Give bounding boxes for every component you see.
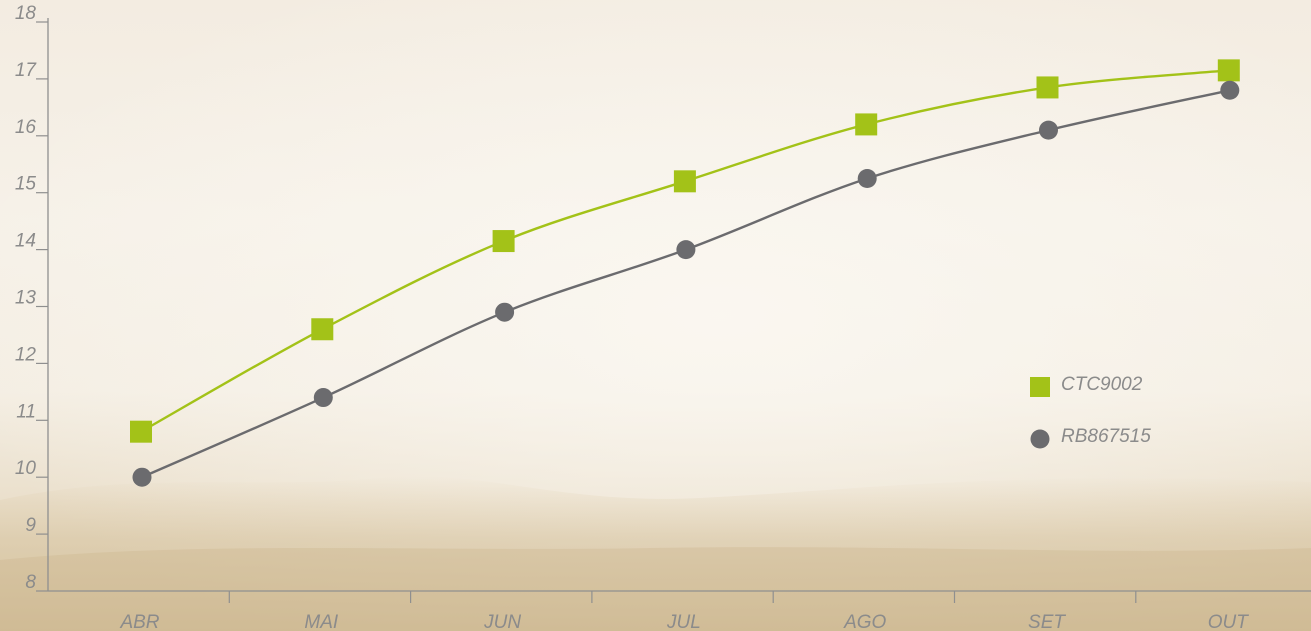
x-tick-label: AGO	[843, 612, 886, 631]
y-tick-label: 13	[15, 288, 37, 309]
y-tick-label: 18	[15, 3, 37, 24]
y-tick-label: 16	[15, 117, 37, 138]
data-point-square	[855, 113, 878, 136]
y-tick-label: 17	[15, 60, 38, 81]
y-tick-label: 15	[15, 174, 37, 195]
y-tick-label: 11	[16, 401, 36, 422]
x-tick-label: JUL	[666, 612, 701, 631]
y-tick-label: 12	[15, 344, 37, 365]
data-point-circle	[1220, 80, 1240, 100]
y-tick-label: 9	[25, 515, 36, 536]
x-tick-label: ABR	[119, 612, 159, 631]
data-point-square	[1036, 76, 1059, 99]
data-point-circle	[857, 168, 877, 188]
legend-item: RB867515	[1030, 426, 1151, 449]
legend-swatch-circle	[1030, 429, 1050, 449]
legend-item: CTC9002	[1030, 374, 1143, 397]
x-tick-label: OUT	[1208, 612, 1250, 631]
data-point-circle	[132, 467, 152, 487]
data-point-circle	[676, 240, 696, 260]
data-point-circle	[1039, 120, 1058, 140]
x-tick-label: JUN	[483, 612, 521, 631]
data-point-circle	[313, 388, 333, 408]
data-point-square	[130, 420, 152, 443]
data-point-square	[673, 170, 696, 193]
data-point-square	[311, 318, 334, 341]
y-tick-label: 14	[15, 231, 36, 252]
chart-legend: CTC9002 RB867515	[1030, 374, 1151, 449]
y-tick-label: 8	[25, 572, 36, 593]
x-tick-label: MAI	[304, 612, 339, 631]
legend-label: CTC9002	[1061, 374, 1143, 395]
legend-label: RB867515	[1061, 426, 1151, 447]
series-rb867515	[132, 80, 1240, 487]
chart-axes: 8 9 10 11 12 13 14 15 16 17 18 ABR MAI JUN JUL AGO SET OU…	[15, 3, 1311, 631]
chart-series	[130, 59, 1240, 487]
x-tick-label: SET	[1028, 612, 1066, 631]
y-tick-label: 10	[15, 458, 37, 479]
data-point-square	[1217, 59, 1240, 82]
data-point-circle	[495, 302, 515, 322]
legend-swatch-square	[1030, 377, 1050, 397]
data-point-square	[492, 230, 515, 253]
series-ctc9002	[130, 59, 1240, 443]
